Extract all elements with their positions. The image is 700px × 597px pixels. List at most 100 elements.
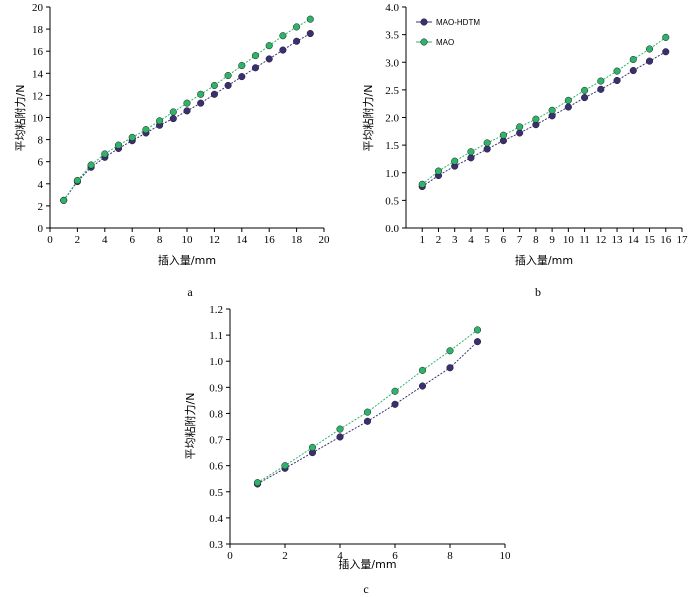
legend-marker	[420, 18, 428, 26]
y-tick-label: 20	[32, 2, 44, 14]
y-axis-title: 平均粘附力/N	[13, 85, 27, 152]
panel-label: b	[535, 285, 541, 299]
y-tick-label: 2	[38, 201, 44, 213]
legend-entry-label: MAO	[436, 38, 454, 47]
x-tick-label: 17	[677, 234, 689, 246]
data-point-mao-hdtm	[418, 382, 427, 390]
x-tick-label: 8	[157, 234, 163, 246]
data-point-mao-hdtm	[306, 29, 314, 38]
x-tick-label: 16	[264, 234, 276, 246]
x-tick-label: 10	[182, 234, 194, 246]
data-point-mao-hdtm	[516, 129, 524, 137]
legend-entry-label: MAO-HDTM	[436, 18, 480, 27]
data-point-mao	[87, 161, 95, 169]
data-point-mao	[336, 425, 344, 433]
y-tick-label: 1.5	[385, 140, 399, 152]
series-line-mao	[421, 36, 667, 185]
chart-panel-c: 0 2 4 6 8 10 0.3 0.4 0.5 0.6 0.7 0.8 0.9 1.0 1.1 1.2 平均粘…	[183, 304, 511, 596]
data-point-mao-hdtm	[336, 433, 344, 441]
data-point-mao	[581, 86, 589, 94]
x-axis-title: 插入量/mm	[338, 557, 396, 571]
y-tick-label: 2.5	[385, 85, 399, 97]
data-point-mao	[210, 81, 218, 90]
data-point-mao	[293, 23, 301, 31]
chart-panel-b: 1 2 3 4 5 6 7 8 9 10 11 12 13 14 15 16 170.00.51.01.52.0…	[361, 2, 688, 299]
x-tick-label: 12	[209, 234, 220, 246]
data-point-mao	[548, 106, 556, 114]
data-point-mao	[532, 115, 540, 123]
data-point-mao	[197, 90, 205, 98]
data-point-mao-hdtm	[662, 48, 670, 56]
x-tick-label: 18	[291, 234, 303, 246]
x-tick-label: 4	[468, 234, 474, 246]
data-point-mao-hdtm	[483, 145, 491, 153]
data-point-mao	[238, 62, 246, 70]
data-point-mao	[281, 462, 289, 470]
data-point-mao-hdtm	[446, 364, 454, 372]
data-point-mao	[156, 117, 164, 125]
data-point-mao	[629, 55, 637, 64]
x-tick-label: 9	[549, 234, 555, 246]
data-point-mao	[418, 366, 427, 374]
chart-panel-a: 0 2 4 6 8 10 12 14 16 18 20 0 2 4 6 8 10 12 14 16 18 20 平均粘附力/…	[13, 2, 330, 299]
x-tick-label: 12	[595, 234, 606, 246]
data-point-mao-hdtm	[251, 64, 260, 72]
x-tick-label: 14	[236, 234, 248, 246]
x-tick-label: 6	[392, 550, 398, 562]
y-axis-title: 平均粘附力/N	[183, 393, 197, 460]
data-point-mao	[434, 167, 443, 175]
x-tick-label: 7	[517, 234, 523, 246]
y-tick-label: 0.5	[385, 195, 399, 207]
x-tick-label: 3	[452, 234, 458, 246]
y-tick-label: 0.0	[385, 223, 399, 235]
y-tick-label: 10	[32, 113, 44, 125]
x-tick-label: 13	[612, 234, 624, 246]
data-point-mao	[418, 180, 426, 188]
data-point-mao-hdtm	[279, 46, 287, 54]
data-point-mao	[169, 108, 177, 116]
data-point-mao-hdtm	[597, 85, 605, 93]
x-tick-label: 1	[419, 234, 425, 246]
y-tick-label: 4	[38, 179, 44, 191]
data-point-mao-hdtm	[629, 66, 637, 75]
data-point-mao	[142, 126, 150, 134]
y-tick-label: 1.1	[209, 330, 223, 342]
y-tick-label: 16	[32, 46, 44, 58]
data-point-mao-hdtm	[183, 107, 191, 115]
y-tick-label: 4.0	[385, 2, 399, 14]
y-tick-label: 3.5	[385, 30, 399, 42]
y-tick-label: 0.6	[209, 461, 223, 473]
data-point-mao	[499, 131, 507, 139]
x-tick-label: 10	[563, 234, 575, 246]
data-point-mao	[662, 33, 670, 41]
data-point-mao	[564, 96, 572, 104]
x-tick-label: 15	[644, 234, 656, 246]
x-tick-label: 2	[75, 234, 81, 246]
data-point-mao	[597, 77, 605, 85]
data-point-mao-hdtm	[391, 400, 399, 408]
data-point-mao-hdtm	[210, 90, 218, 98]
x-tick-label: 4	[337, 550, 343, 562]
y-tick-label: 1.0	[385, 168, 399, 180]
data-point-mao	[613, 67, 621, 75]
x-tick-label: 16	[660, 234, 672, 246]
y-tick-label: 1.2	[209, 304, 223, 316]
data-point-mao	[391, 387, 399, 395]
data-point-mao	[473, 326, 482, 334]
data-point-mao	[446, 347, 454, 355]
y-tick-label: 0.8	[209, 408, 223, 420]
data-point-mao-hdtm	[467, 154, 475, 162]
panel-label: a	[187, 285, 193, 299]
y-tick-label: 0.9	[209, 382, 223, 394]
data-point-mao	[467, 148, 475, 156]
data-point-mao	[363, 408, 372, 416]
data-point-mao-hdtm	[645, 57, 654, 65]
data-point-mao	[279, 32, 287, 40]
y-tick-label: 1.0	[209, 356, 223, 368]
y-axis-title: 平均粘附力/N	[361, 85, 375, 152]
data-point-mao	[224, 71, 232, 80]
data-point-mao	[101, 150, 109, 158]
data-point-mao	[306, 15, 314, 23]
data-point-mao	[114, 141, 123, 149]
